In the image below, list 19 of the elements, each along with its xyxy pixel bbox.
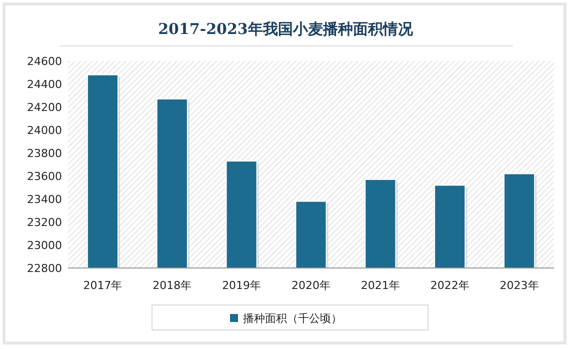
x-tick-label: 2018年 [152, 279, 192, 292]
y-tick-label: 24600 [27, 55, 62, 68]
x-tick-label: 2022年 [430, 279, 470, 292]
x-tick-label: 2020年 [292, 279, 330, 292]
x-tick-label: 2021年 [360, 279, 400, 292]
legend-label: 播种面积（千公顷） [243, 312, 342, 325]
x-tick-label: 2023年 [500, 279, 539, 292]
y-tick-label: 23000 [27, 239, 62, 252]
y-tick-label: 22800 [27, 262, 62, 275]
y-tick-label: 24200 [27, 101, 62, 114]
y-tick-label: 23200 [27, 216, 62, 229]
y-tick-label: 23800 [27, 147, 62, 160]
x-tick-label: 2019年 [222, 279, 262, 292]
y-tick-label: 24400 [27, 78, 62, 91]
chart-title: 2017-2023年我国小麦播种面积情况 [158, 20, 414, 38]
y-tick-label: 23400 [27, 193, 62, 206]
x-tick-label: 2017年 [83, 279, 122, 292]
y-tick-label: 23600 [27, 170, 62, 183]
y-tick-label: 24000 [27, 124, 62, 137]
